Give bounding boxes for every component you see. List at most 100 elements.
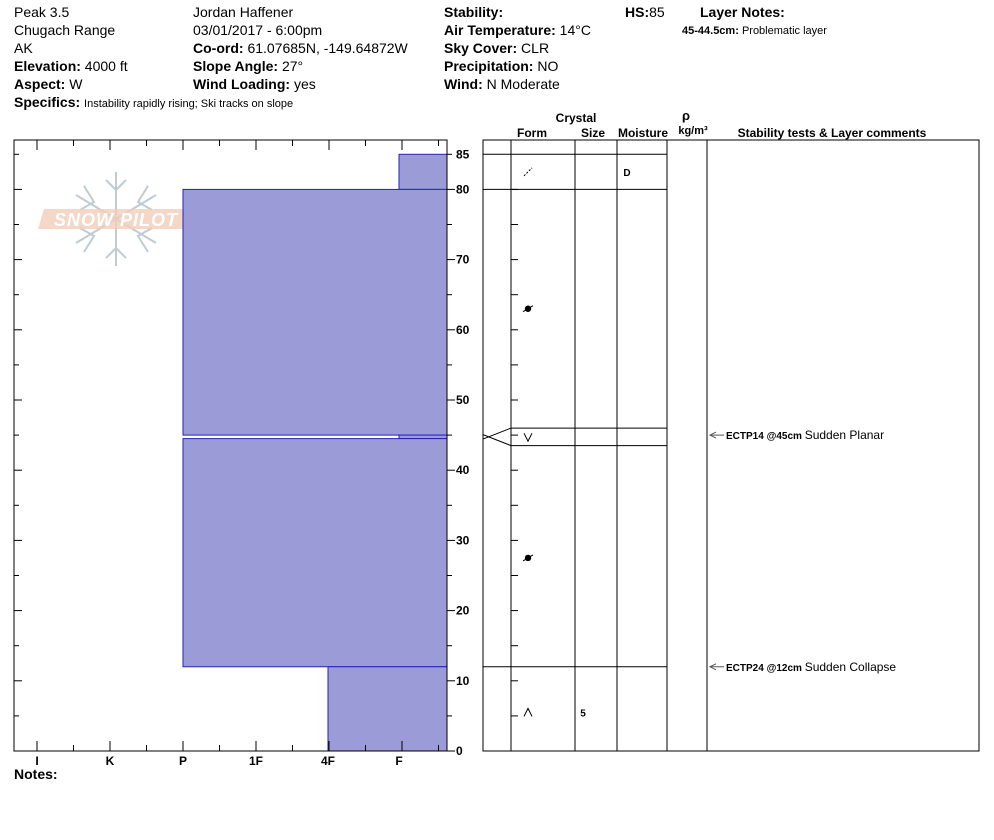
specifics-row: Specifics: Instability rapidly rising; S… <box>14 93 293 113</box>
slope-row: Slope Angle: 27° <box>193 57 408 75</box>
depth-tick-label: 10 <box>456 674 470 688</box>
depth-tick-label: 85 <box>456 147 470 161</box>
moisture-header: Moisture <box>618 126 668 140</box>
aspect-row: Aspect: W <box>14 75 293 93</box>
crystal-form-melt-form-icon <box>522 554 534 562</box>
facet-stroke <box>523 707 533 717</box>
hs-label: HS: <box>625 4 650 20</box>
depth-tick-label: 80 <box>456 182 470 196</box>
wind-label: Wind: <box>444 76 483 92</box>
sky-row: Sky Cover: CLR <box>444 39 591 57</box>
crystal-form-melt-form-icon <box>522 305 534 313</box>
hardness-layer-bar <box>398 153 448 190</box>
air-temp-label: Air Temperature: <box>444 22 556 38</box>
coord-label: Co-ord: <box>193 40 244 56</box>
elevation-row: Elevation: 4000 ft <box>14 57 293 75</box>
test-code: ECTP14 @45cm <box>726 431 805 442</box>
layer-note-row: 45-44.5cm: Problematic layer <box>682 22 827 40</box>
logo-text: SNOW PILOT <box>54 210 179 230</box>
snowflake-logo-icon: SNOW PILOT <box>38 172 193 266</box>
hardness-layers <box>182 153 448 752</box>
crystal-form-faceted-icon <box>523 707 533 717</box>
depth-tick-label: 0 <box>456 744 463 758</box>
hardness-label: F <box>395 754 402 768</box>
datetime: 03/01/2017 - 6:00pm <box>193 22 323 38</box>
header-col1: Peak 3.5 Chugach Range AK Elevation: 400… <box>14 3 293 113</box>
wind-value: N Moderate <box>486 76 560 92</box>
slope-label: Slope Angle: <box>193 58 279 74</box>
stability-label: Stability: <box>444 4 504 20</box>
hardness-label: P <box>179 754 187 768</box>
air-temp-value: 14°C <box>559 22 591 38</box>
density-unit-header: kg/m³ <box>678 125 708 137</box>
crystal-table-headers: Crystal Form Size Moisture ρ kg/m³ Stabi… <box>517 108 927 140</box>
wind-loading-row: Wind Loading: yes <box>193 75 408 93</box>
hardness-layer-bar <box>398 434 448 440</box>
hs-row: HS:85 <box>625 3 665 21</box>
test-result: Sudden Planar <box>805 428 884 442</box>
hardness-label: 4F <box>321 754 335 768</box>
rho-header: ρ <box>682 108 690 123</box>
hardness-layer-bar <box>327 666 448 752</box>
layer-note-text: Problematic layer <box>741 25 827 37</box>
test-label: ECTP14 @45cm Sudden Planar <box>726 428 884 442</box>
fragment-stroke <box>523 167 533 177</box>
specifics-label: Specifics: <box>14 94 81 110</box>
notes-label: Notes: <box>14 766 58 782</box>
coord-row: Co-ord: 61.07685N, -149.64872W <box>193 39 408 57</box>
test-label: ECTP24 @12cm Sudden Collapse <box>726 660 896 674</box>
test-arrow-icon <box>708 431 717 439</box>
location: Peak 3.5 <box>14 4 70 20</box>
elevation-label: Elevation: <box>14 58 81 74</box>
observer: Jordan Haffener <box>193 4 294 20</box>
state: AK <box>14 40 33 56</box>
hardness-label: K <box>106 754 115 768</box>
hardness-axis-labels: I K P 1F 4F F <box>35 754 402 768</box>
slope-value: 27° <box>281 58 304 74</box>
tests-header: Stability tests & Layer comments <box>738 126 927 140</box>
precip-value: NO <box>537 58 559 74</box>
test-result: Sudden Collapse <box>805 660 897 674</box>
layer-boundary-connector <box>482 434 512 447</box>
sky-label: Sky Cover: <box>444 40 518 56</box>
melt-stroke <box>522 554 534 562</box>
wind-loading-label: Wind Loading: <box>193 76 291 92</box>
crystal-forms: D5 <box>522 167 631 719</box>
sky-value: CLR <box>521 40 550 56</box>
hardness-ticks <box>36 140 439 751</box>
depth-tick-label: 30 <box>456 533 470 547</box>
depth-tick-label: 20 <box>456 604 470 618</box>
wind-row: Wind: N Moderate <box>444 75 591 93</box>
precip-row: Precipitation: NO <box>444 57 591 75</box>
test-arrow-icon <box>708 663 717 671</box>
size-value: 5 <box>580 708 586 719</box>
table-depth-ticks <box>511 188 518 752</box>
depth-tick-label: 50 <box>456 393 470 407</box>
aspect-label: Aspect: <box>14 76 66 92</box>
test-code: ECTP24 @12cm <box>726 663 805 674</box>
crystal-form-decomposing-fragments-icon <box>523 167 533 177</box>
depth-tick-label: 40 <box>456 463 470 477</box>
hardness-label: I <box>35 754 38 768</box>
hardness-layer-bar <box>182 438 448 668</box>
coord-value: 61.07685N, -149.64872W <box>247 40 408 56</box>
range: Chugach Range <box>14 22 116 38</box>
header-col3: Stability: Air Temperature: 14°C Sky Cov… <box>444 3 591 93</box>
stability-tests: ECTP14 @45cm Sudden Planar ECTP24 @12cm S… <box>708 428 896 674</box>
depth-axis: 0 10 20 30 40 50 60 70 80 85 <box>14 147 470 758</box>
hardness-label: 1F <box>249 754 263 768</box>
wind-loading-value: yes <box>293 76 316 92</box>
air-temp-row: Air Temperature: 14°C <box>444 21 591 39</box>
depth-tick-label: 60 <box>456 323 470 337</box>
specifics-value: Instability rapidly rising; Ski tracks o… <box>84 98 294 110</box>
elevation-value: 4000 ft <box>84 58 128 74</box>
hardness-layer-bar <box>182 188 448 436</box>
layer-notes-label: Layer Notes: <box>700 4 785 20</box>
size-header: Size <box>581 126 605 140</box>
precip-label: Precipitation: <box>444 58 534 74</box>
crystal-header: Crystal <box>556 111 597 125</box>
crystal-form-depth-hoar-icon <box>523 432 533 443</box>
layer-boundary-connector <box>482 427 512 440</box>
form-header: Form <box>517 126 547 140</box>
